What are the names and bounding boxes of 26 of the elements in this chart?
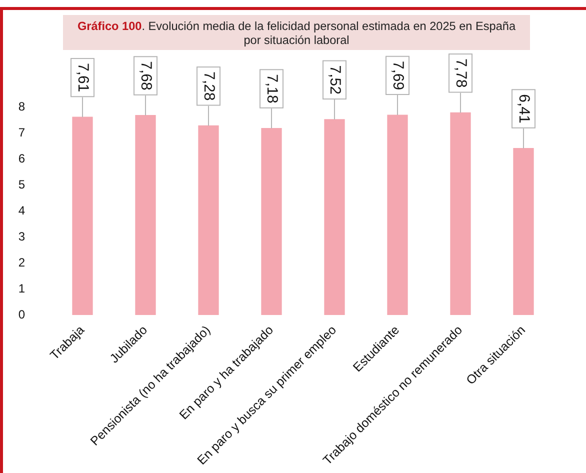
bar [135,114,156,315]
data-label: 7,68 [137,61,154,90]
bar [261,128,282,315]
bar [387,114,408,315]
data-label: 7,52 [326,65,344,94]
data-label: 7,61 [74,62,92,92]
data-label: 7,28 [200,72,218,101]
bar [72,116,93,315]
y-tick-label: 4 [18,203,26,218]
chart-title: Gráfico 100. Evolución media de la felicidad personal estimada en 2025 en España por situación laboral [77,18,516,46]
bar [198,125,219,315]
data-label: 7,69 [389,60,406,90]
bar [324,119,345,315]
y-tick-label: 2 [18,255,26,270]
y-tick-label: 7 [18,125,26,140]
y-tick-label: 3 [18,229,26,244]
y-tick-label: 6 [18,151,26,166]
data-label: 7,18 [263,74,280,104]
bar [513,148,534,315]
y-tick-label: 1 [18,281,26,296]
data-label: 6,41 [515,94,532,124]
bar [450,112,471,315]
y-tick-label: 0 [18,307,26,322]
y-tick-label: 8 [18,99,26,114]
data-label: 7,78 [452,58,470,88]
y-tick-label: 5 [18,177,26,192]
